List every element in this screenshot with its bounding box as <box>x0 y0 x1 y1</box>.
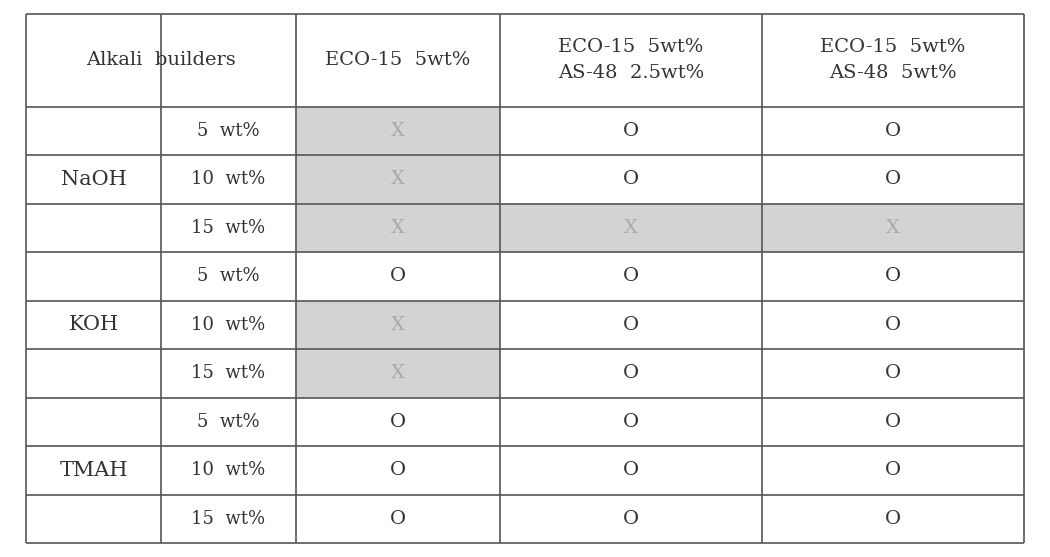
Text: O: O <box>623 510 639 528</box>
Text: 5  wt%: 5 wt% <box>197 413 259 431</box>
Text: 10  wt%: 10 wt% <box>191 316 266 334</box>
Text: O: O <box>885 461 901 480</box>
Text: 10  wt%: 10 wt% <box>191 461 266 480</box>
Text: O: O <box>885 413 901 431</box>
Text: X: X <box>624 219 638 237</box>
Text: X: X <box>391 219 404 237</box>
Text: 5  wt%: 5 wt% <box>197 122 259 140</box>
Text: ECO-15  5wt%
AS-48  5wt%: ECO-15 5wt% AS-48 5wt% <box>820 38 966 82</box>
Bar <box>296 349 500 398</box>
Text: O: O <box>390 510 406 528</box>
Text: O: O <box>623 122 639 140</box>
Text: O: O <box>885 510 901 528</box>
Text: ECO-15  5wt%: ECO-15 5wt% <box>326 51 470 69</box>
Text: O: O <box>885 267 901 285</box>
Text: 15  wt%: 15 wt% <box>191 510 266 528</box>
Text: Alkali  builders: Alkali builders <box>86 51 236 69</box>
Text: KOH: KOH <box>68 315 119 334</box>
Text: O: O <box>885 170 901 188</box>
Bar <box>296 155 500 203</box>
Text: TMAH: TMAH <box>60 461 128 480</box>
Text: X: X <box>391 364 404 382</box>
Text: ECO-15  5wt%
AS-48  2.5wt%: ECO-15 5wt% AS-48 2.5wt% <box>558 38 705 82</box>
Text: O: O <box>623 267 639 285</box>
Text: O: O <box>623 413 639 431</box>
Bar <box>296 106 500 155</box>
Text: 5  wt%: 5 wt% <box>197 267 259 285</box>
Text: X: X <box>391 316 404 334</box>
Text: O: O <box>623 364 639 382</box>
Bar <box>500 203 762 252</box>
Text: X: X <box>886 219 900 237</box>
Text: O: O <box>885 316 901 334</box>
Bar <box>296 203 500 252</box>
Text: O: O <box>390 461 406 480</box>
Bar <box>296 301 500 349</box>
Text: O: O <box>885 364 901 382</box>
Text: O: O <box>623 461 639 480</box>
Text: O: O <box>390 267 406 285</box>
Text: 10  wt%: 10 wt% <box>191 170 266 188</box>
Text: O: O <box>885 122 901 140</box>
Text: X: X <box>391 170 404 188</box>
Text: 15  wt%: 15 wt% <box>191 219 266 237</box>
Text: 15  wt%: 15 wt% <box>191 364 266 382</box>
Text: X: X <box>391 122 404 140</box>
Text: NaOH: NaOH <box>61 170 126 189</box>
Text: O: O <box>623 170 639 188</box>
Text: O: O <box>390 413 406 431</box>
Bar <box>762 203 1024 252</box>
Text: O: O <box>623 316 639 334</box>
